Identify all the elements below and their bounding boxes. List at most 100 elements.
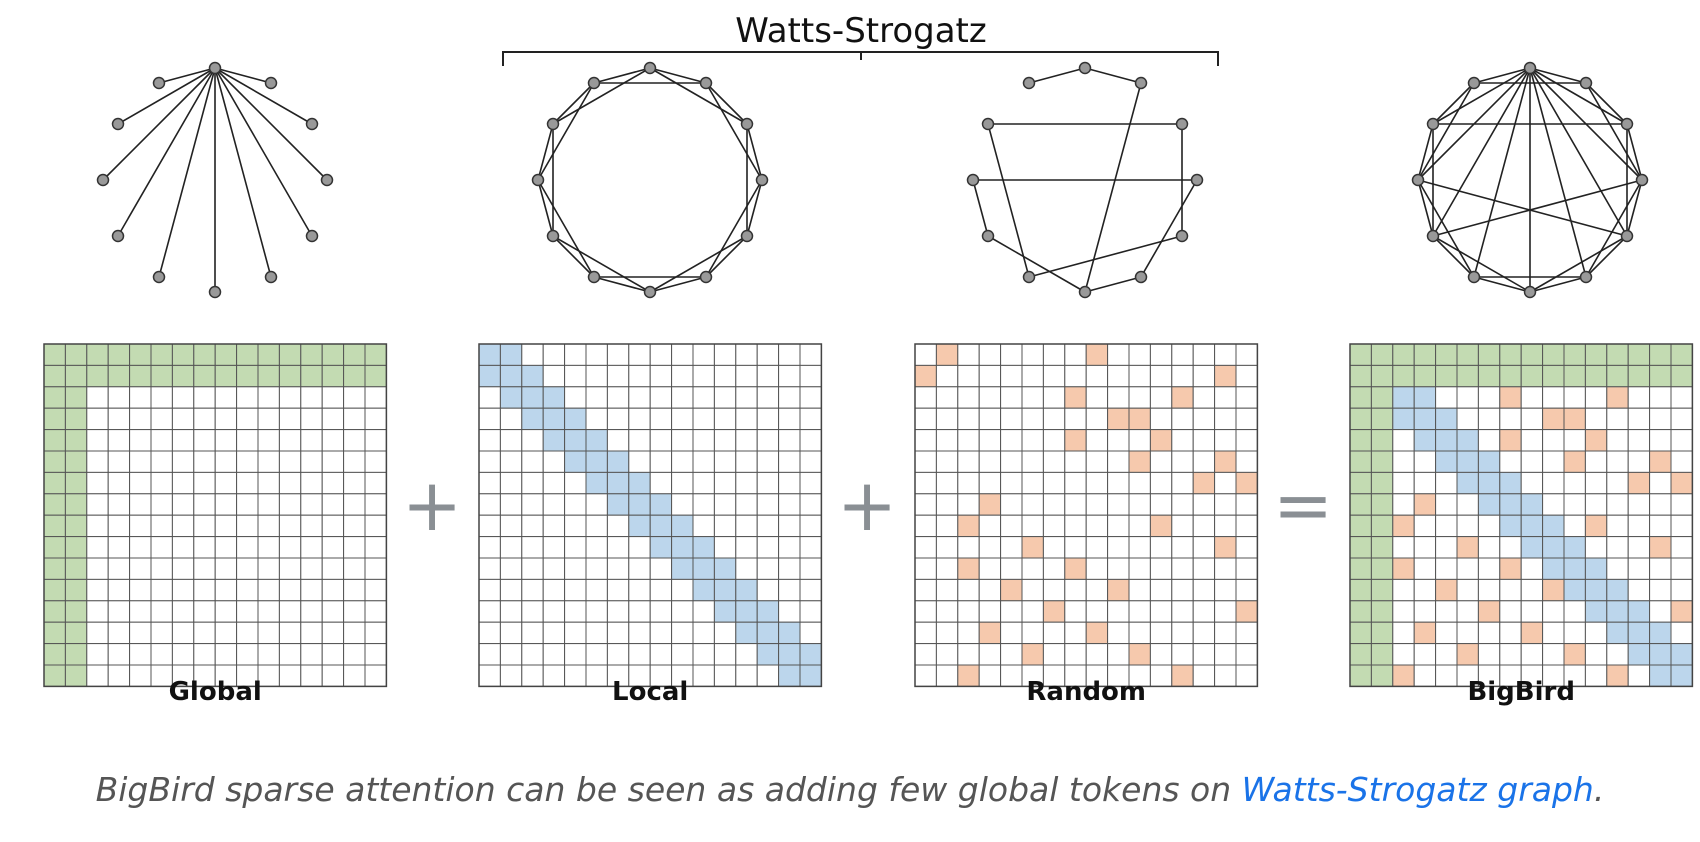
matrix-cell [1520,536,1544,559]
graph-edge [158,67,216,278]
matrix-cell [107,578,131,602]
matrix-cell [1499,429,1522,452]
matrix-cell [129,386,152,409]
matrix-cell [521,643,544,666]
matrix-cell [649,643,673,666]
matrix-cell [64,471,88,495]
matrix-cell [1584,343,1608,366]
matrix-cell [64,664,88,687]
matrix-cell [1606,364,1629,388]
matrix-cell [692,450,715,473]
graph-edge [705,82,748,125]
matrix-cell [606,514,630,538]
matrix-cell [1649,664,1672,687]
matrix-cell [1128,471,1151,495]
panel-label-random: Random [1026,677,1146,707]
matrix-cell [585,664,608,687]
matrix-cell [799,343,822,366]
matrix-cell [1477,643,1501,666]
graph-edge [552,235,595,278]
matrix-cell [1477,450,1501,473]
matrix-cell [957,536,980,559]
panel-label-local: Local [612,677,688,707]
matrix-cell [542,493,566,516]
graph-edge [1084,276,1142,293]
matrix-cell [343,407,366,431]
matrix-cell [499,621,523,645]
graph-node [1467,270,1481,284]
matrix-cell [978,557,1002,580]
matrix-cell [1520,386,1544,409]
matrix-cell [1584,386,1608,409]
matrix-cell [343,429,366,452]
matrix-cell [1606,450,1629,473]
matrix-cell [1349,578,1372,602]
matrix-cell [1107,407,1130,431]
matrix-cell [129,557,152,580]
matrix-border [914,343,1259,688]
matrix-cell [756,407,780,431]
matrix-cell [1128,600,1151,623]
matrix-cell [214,429,238,452]
graph-node [1620,117,1634,131]
matrix-cell [1021,364,1044,388]
matrix-cell [1149,493,1173,516]
matrix-cell [1107,514,1130,538]
matrix-cell [1499,514,1522,538]
matrix-cell [1064,578,1087,602]
graph-node [981,117,995,131]
matrix-cell [1192,386,1216,409]
matrix-cell [43,536,66,559]
matrix-cell [1392,471,1415,495]
matrix-cell [1435,493,1458,516]
matrix-cell [1149,600,1173,623]
matrix-cell [735,621,758,645]
matrix-cell [735,536,758,559]
matrix-cell [1649,493,1672,516]
matrix-cell [935,450,959,473]
matrix-cell [43,386,66,409]
matrix-cell [1649,557,1672,580]
matrix-cell [1392,664,1415,687]
matrix-cell [150,621,173,645]
matrix-cell [86,621,109,645]
watts-strogatz-link[interactable]: Watts-Strogatz graph [1241,770,1594,809]
matrix-cell [1064,386,1087,409]
matrix-cell [499,557,523,580]
matrix-cell [1584,557,1608,580]
matrix-cell [1064,407,1087,431]
matrix-cell [628,578,651,602]
matrix-cell [957,429,980,452]
matrix-cell [86,643,109,666]
matrix-cell [935,514,959,538]
matrix-cell [778,429,801,452]
graph-edge [1432,179,1643,237]
matrix-cell [321,450,345,473]
matrix-cell [542,664,566,687]
matrix-cell [735,450,758,473]
graph-node [1134,76,1148,90]
graph-node [1620,229,1634,243]
matrix-cell [756,578,780,602]
matrix-cell [257,343,280,366]
matrix-cell [1649,471,1672,495]
matrix-cell [1584,493,1608,516]
matrix-cell [914,407,937,431]
matrix-cell [300,407,323,431]
matrix-cell [1128,643,1151,666]
matrix-cell [257,557,280,580]
matrix-cell [364,600,387,623]
graph-node [111,229,125,243]
matrix-cell [735,664,758,687]
matrix-cell [521,600,544,623]
matrix-cell [713,621,737,645]
matrix-cell [1085,557,1109,580]
matrix-cell [935,664,959,687]
matrix-cell [914,471,937,495]
matrix-cell [64,557,88,580]
matrix-cell [935,557,959,580]
matrix-cell [1085,450,1109,473]
matrix-cell [957,557,980,580]
matrix-cell [150,578,173,602]
attention-matrix-bigbird [1349,343,1694,688]
